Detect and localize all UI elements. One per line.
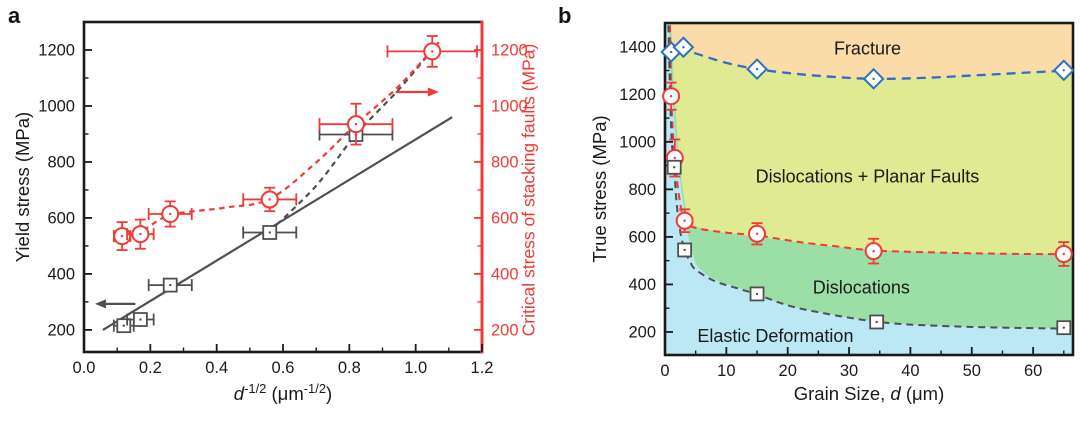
- tick-label: 0.2: [139, 359, 162, 377]
- plot-area-a: [102, 41, 453, 331]
- tick-label: 600: [628, 228, 656, 246]
- series-planar_fault_stress: [662, 81, 1073, 267]
- tick-label: 200: [491, 321, 519, 339]
- marker-dot: [755, 67, 759, 71]
- marker-dot: [1062, 326, 1065, 329]
- axis-ticks-b: 0 10 20 30 40 50 60 200 400 600 800 1000 1200 1400: [619, 38, 1065, 380]
- panel-b-letter: b: [558, 3, 572, 28]
- tick-label: 50: [963, 362, 981, 380]
- region-elastic_deformation: [665, 23, 1073, 355]
- marker-dot: [169, 283, 172, 287]
- marker-dot: [169, 212, 172, 216]
- marker-dot: [268, 231, 271, 234]
- tick-label: 1.0: [404, 359, 427, 377]
- panel-a-x-axis-title: d-1/2 (μm-1/2): [84, 380, 482, 405]
- marker-dot: [872, 77, 875, 81]
- tick-label: 1200: [491, 41, 528, 59]
- marker-dot: [682, 46, 685, 49]
- tick-label: 0: [660, 362, 669, 380]
- marker-dot: [669, 50, 673, 54]
- tick-label: 1400: [619, 38, 656, 56]
- region-label-elastic_deformation: Elastic Deformation: [697, 326, 853, 346]
- tick-label: 400: [47, 265, 75, 283]
- marker-dot: [1062, 252, 1065, 256]
- marker-dot: [431, 50, 434, 53]
- x-unit-open: (μm: [266, 383, 304, 404]
- panel-a: 0.0 0.2 0.4 0.6 0.8 1.0 1.2 200 200 400 400 600 600 8…: [8, 3, 539, 405]
- x-unit-exponent: -1/2: [303, 380, 327, 396]
- marker-dot: [268, 198, 271, 201]
- tick-label: 600: [491, 209, 519, 227]
- panel-a-chart: 0.0 0.2 0.4 0.6 0.8 1.0 1.2 200 200 400 400 600 600 8…: [38, 20, 528, 377]
- x-exponent: -1/2: [244, 380, 267, 396]
- panel-b: 0 10 20 30 40 50 60 200 400 600 800 1000 1200 1400 Fra…: [540, 0, 1080, 424]
- tick-label: 0.8: [338, 359, 361, 377]
- tick-label: 40: [901, 362, 919, 380]
- plot-area-b: [665, 23, 1073, 355]
- series-yield_stress: [112, 127, 394, 334]
- x-unit-close: ): [326, 383, 333, 404]
- panel-a-letter: a: [8, 3, 21, 28]
- panel-a-y-axis-title-left: Yield stress (MPa): [12, 111, 33, 263]
- tick-label: 60: [1024, 362, 1042, 380]
- series-yield_stress: [666, 159, 1072, 336]
- marker-dot: [669, 94, 673, 98]
- left-axis-arrow-icon: [94, 299, 136, 309]
- curve-planar_fault_boundary: [668, 25, 1073, 256]
- marker-dot: [139, 318, 142, 321]
- marker-dot: [354, 122, 358, 126]
- tick-label: 800: [491, 153, 519, 171]
- plot-frame: [82, 20, 484, 354]
- panel-a-y-axis-title-right: Critical stress of stacking faults (MPa): [518, 43, 539, 337]
- tick-label: 20: [779, 362, 797, 380]
- right-axis-arrow-icon: [395, 87, 439, 97]
- tick-label: 10: [717, 362, 735, 380]
- axis-ticks-a: 0.0 0.2 0.4 0.6 0.8 1.0 1.2 200 200 400 400 600 600 8…: [38, 41, 527, 377]
- x-pre: Grain Size,: [793, 383, 891, 404]
- region-label-dislocations_planar_faults: Dislocations + Planar Faults: [756, 166, 980, 186]
- tick-label: 800: [628, 181, 656, 199]
- line-yield_deviation: [268, 45, 437, 233]
- tick-label: 1000: [38, 97, 75, 115]
- tick-label: 0.4: [205, 359, 228, 377]
- series-fracture_stress: [660, 36, 1075, 90]
- tick-label: 0.6: [272, 359, 295, 377]
- tick-label: 0.0: [73, 359, 96, 377]
- tick-label: 600: [47, 209, 75, 227]
- region-label-dislocations: Dislocations: [813, 277, 910, 297]
- marker-dot: [673, 156, 677, 160]
- marker-dot: [683, 248, 686, 252]
- tick-label: 1200: [619, 86, 656, 104]
- x-var: d: [890, 383, 901, 404]
- tick-label: 1000: [619, 133, 656, 151]
- marker-dot: [120, 234, 124, 238]
- marker-dot: [755, 232, 759, 235]
- marker-dot: [1062, 69, 1065, 72]
- series-critical_stress_stacking_faults: [112, 35, 478, 252]
- marker-dot: [683, 219, 686, 222]
- panel-b-y-axis-title: True stress (MPa): [589, 115, 610, 263]
- tick-label: 200: [628, 323, 656, 341]
- tick-label: 400: [628, 276, 656, 294]
- region-dislocations: [665, 23, 1073, 355]
- panel-b-x-axis-title: Grain Size, d (μm): [665, 383, 1073, 405]
- region-label-fracture: Fracture: [834, 39, 901, 59]
- tick-label: 400: [491, 265, 519, 283]
- tick-label: 200: [47, 321, 75, 339]
- tick-label: 800: [47, 153, 75, 171]
- x-post: (μm): [900, 383, 945, 404]
- marker-dot: [755, 292, 759, 296]
- x-var: d: [233, 383, 245, 404]
- tick-label: 1.2: [471, 359, 494, 377]
- tick-label: 1000: [491, 97, 528, 115]
- marker-dot: [673, 166, 676, 169]
- marker-dot: [872, 249, 875, 253]
- tick-label: 1200: [38, 41, 75, 59]
- tick-label: 30: [840, 362, 858, 380]
- marker-dot: [122, 324, 126, 327]
- panel-b-chart: 0 10 20 30 40 50 60 200 400 600 800 1000 1200 1400 Fra…: [619, 21, 1075, 380]
- marker-dot: [875, 320, 878, 324]
- marker-dot: [139, 232, 142, 236]
